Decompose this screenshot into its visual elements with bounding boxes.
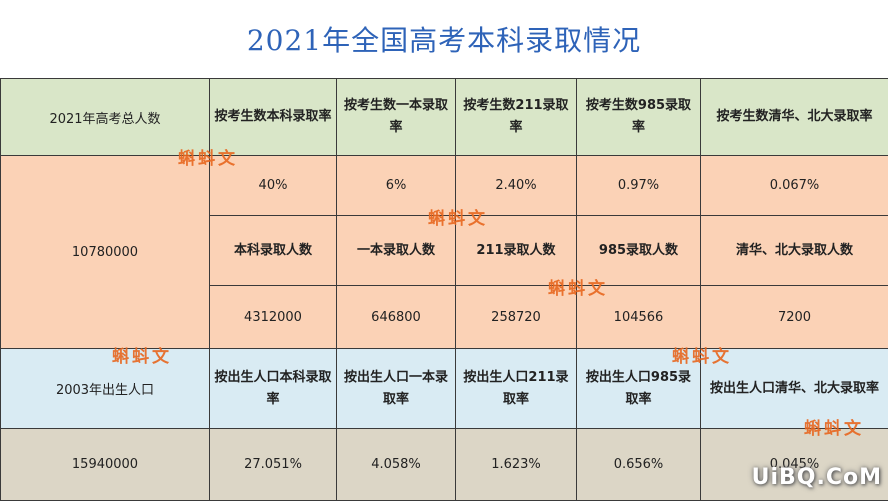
- header-row: 2021年高考总人数 按考生数本科录取率 按考生数一本录取率 按考生数211录取…: [1, 79, 888, 156]
- birth-rate-985: 0.656%: [577, 429, 701, 501]
- site-logo: UiBQ.CoM: [752, 465, 882, 490]
- birth-header-211: 按出生人口211录取率: [456, 349, 577, 429]
- watermark-stamp: 蝌蚪文: [672, 342, 732, 367]
- rate-985: 0.97%: [577, 156, 701, 216]
- birth-header-undergrad: 按出生人口本科录取率: [210, 349, 337, 429]
- header-tier1-rate: 按考生数一本录取率: [337, 79, 456, 156]
- count-tsinghua-pku: 7200: [701, 286, 888, 349]
- watermark-stamp: 蝌蚪文: [428, 204, 488, 229]
- count-tier1: 646800: [337, 286, 456, 349]
- total-value: 10780000: [1, 156, 210, 349]
- rate-tsinghua-pku: 0.067%: [701, 156, 888, 216]
- birth-rate-211: 1.623%: [456, 429, 577, 501]
- birth-rate-undergrad: 27.051%: [210, 429, 337, 501]
- birth-header-tier1: 按出生人口一本录取率: [337, 349, 456, 429]
- header-985-rate: 按考生数985录取率: [577, 79, 701, 156]
- title-bar: 2021年全国高考本科录取情况: [0, 0, 888, 80]
- label-undergrad-count: 本科录取人数: [210, 216, 337, 286]
- watermark-stamp: 蝌蚪文: [804, 414, 864, 439]
- count-undergrad: 4312000: [210, 286, 337, 349]
- header-211-rate: 按考生数211录取率: [456, 79, 577, 156]
- birth-label: 2003年出生人口: [1, 349, 210, 429]
- watermark-stamp: 蝌蚪文: [112, 342, 172, 367]
- page-title: 2021年全国高考本科录取情况: [247, 19, 641, 59]
- admission-table: 2021年高考总人数 按考生数本科录取率 按考生数一本录取率 按考生数211录取…: [0, 78, 888, 501]
- watermark-stamp: 蝌蚪文: [548, 274, 608, 299]
- header-tsinghua-pku-rate: 按考生数清华、北大录取率: [701, 79, 888, 156]
- watermark-stamp: 蝌蚪文: [178, 144, 238, 169]
- label-tsinghua-pku-count: 清华、北大录取人数: [701, 216, 888, 286]
- birth-rate-tier1: 4.058%: [337, 429, 456, 501]
- birth-value: 15940000: [1, 429, 210, 501]
